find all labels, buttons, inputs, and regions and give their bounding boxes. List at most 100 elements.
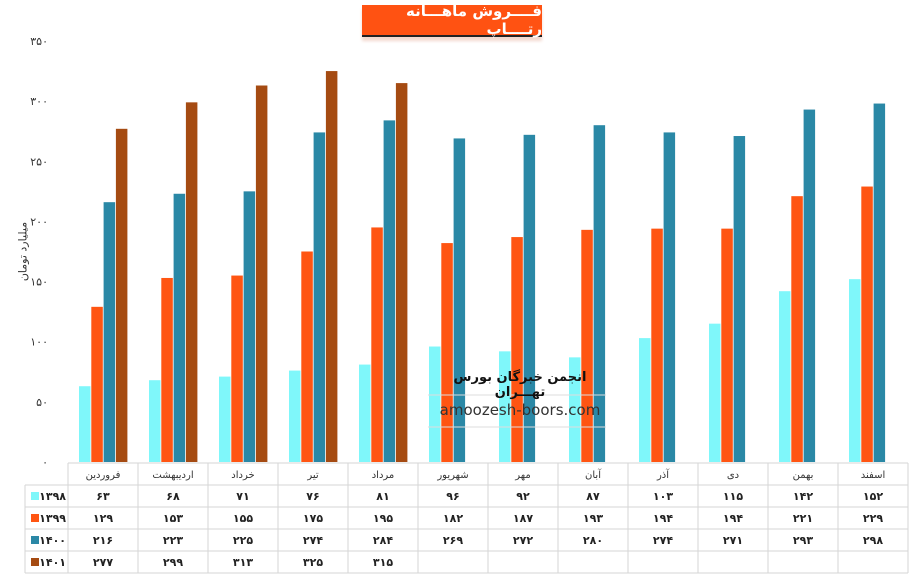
bar-2-8 (663, 132, 676, 462)
watermark-site: amoozesh-boors.com (439, 401, 601, 419)
bar-3-1 (185, 102, 198, 463)
bar-0-4 (359, 364, 371, 462)
data-label: ۲۷۴ (653, 534, 673, 547)
bar-3-4 (395, 83, 408, 462)
bar-1-8 (651, 228, 663, 462)
data-label: ۲۶۹ (443, 534, 463, 547)
data-label: ۱۴۲ (793, 490, 813, 503)
bar-2-9 (733, 136, 746, 463)
bar-3-0 (115, 128, 128, 462)
data-label: ۱۹۵ (373, 512, 393, 525)
data-label: ۲۲۵ (233, 534, 253, 547)
y-tick-label: ۳۰۰ (30, 95, 48, 108)
data-label: ۱۹۴ (653, 512, 673, 525)
data-label: ۲۷۲ (513, 534, 533, 547)
bar-1-9 (721, 228, 733, 462)
data-label: ۱۵۳ (163, 512, 183, 525)
bar-0-10 (779, 291, 791, 462)
data-label: ۱۸۷ (513, 512, 533, 525)
data-label: ۹۶ (446, 490, 459, 503)
bar-1-3 (301, 251, 313, 462)
data-label: ۱۷۵ (303, 512, 323, 525)
data-label: ۷۶ (306, 490, 319, 503)
bar-0-0 (79, 386, 91, 462)
y-tick-label: ۰ (42, 456, 48, 469)
bar-0-2 (219, 376, 231, 462)
y-tick-label: ۲۵۰ (30, 155, 48, 168)
bar-2-1 (173, 193, 186, 462)
category-label: مهر (514, 470, 530, 481)
bar-1-0 (91, 306, 103, 462)
category-label: فروردین (86, 470, 121, 481)
chart-title: فــــروش ماهـــانه رتــــاپ (362, 2, 542, 38)
data-label: ۱۰۳ (653, 490, 673, 503)
y-tick-label: ۳۵۰ (30, 35, 48, 48)
data-label: ۲۹۸ (863, 534, 883, 547)
category-label: مرداد (372, 470, 395, 481)
legend-label: ۱۴۰۰ (39, 534, 66, 547)
data-label: ۱۹۴ (723, 512, 743, 525)
data-label: ۲۸۰ (583, 534, 603, 547)
legend-swatch-2 (31, 536, 39, 544)
bar-3-3 (325, 71, 338, 463)
data-label: ۲۱۶ (93, 534, 113, 547)
bar-1-1 (161, 277, 173, 462)
bar-1-7 (581, 229, 593, 462)
data-label: ۶۸ (166, 490, 180, 503)
data-label: ۲۲۱ (793, 512, 813, 525)
legend-swatch-1 (31, 514, 39, 522)
category-label: بهمن (793, 470, 814, 481)
bar-1-4 (371, 227, 383, 462)
data-label: ۹۲ (516, 490, 530, 503)
bar-0-3 (289, 370, 301, 462)
bar-2-0 (103, 202, 116, 462)
data-label: ۲۷۴ (303, 534, 323, 547)
bar-2-11 (873, 103, 886, 462)
category-label: دی (727, 470, 739, 481)
y-tick-label: ۱۵۰ (30, 276, 48, 289)
data-label: ۱۱۵ (723, 490, 743, 503)
data-label: ۳۲۵ (303, 556, 323, 569)
category-label: آذر (656, 468, 670, 481)
data-label: ۶۳ (96, 490, 110, 503)
bar-1-5 (441, 243, 453, 462)
bar-0-11 (849, 279, 861, 462)
watermark-text: انجمن خبرگان بورس تهـــران (453, 370, 587, 400)
y-tick-label: ۵۰ (36, 396, 48, 409)
legend-label: ۱۴۰۱ (39, 556, 66, 569)
data-label: ۱۲۹ (93, 512, 113, 525)
bar-2-4 (383, 120, 396, 462)
data-label: ۸۱ (376, 490, 389, 503)
bar-0-5 (429, 346, 441, 462)
legend-label: ۱۳۹۸ (39, 490, 66, 503)
bar-2-3 (313, 132, 326, 462)
data-label: ۱۹۳ (583, 512, 603, 525)
legend-swatch-0 (31, 492, 39, 500)
bar-0-6 (499, 351, 511, 462)
data-label: ۳۱۵ (373, 556, 393, 569)
category-label: آبان (585, 468, 602, 481)
data-label: ۱۵۲ (863, 490, 883, 503)
data-label: ۱۸۲ (443, 512, 463, 525)
bar-2-7 (593, 125, 606, 462)
bar-3-2 (255, 85, 268, 463)
data-label: ۲۷۷ (93, 556, 113, 569)
bar-0-8 (639, 338, 651, 462)
data-label: ۷۱ (236, 490, 249, 503)
data-label: ۲۲۹ (863, 512, 883, 525)
bar-1-11 (861, 186, 873, 462)
y-tick-label: ۱۰۰ (30, 336, 48, 349)
category-label: اسفند (861, 470, 885, 481)
data-label: ۲۸۴ (373, 534, 393, 547)
legend-swatch-3 (31, 558, 39, 566)
data-label: ۸۷ (586, 490, 600, 503)
bar-2-5 (453, 138, 466, 462)
bar-2-10 (803, 109, 816, 462)
data-label: ۱۵۵ (233, 512, 253, 525)
bar-1-10 (791, 196, 803, 462)
bar-1-2 (231, 275, 243, 462)
data-label: ۲۲۳ (163, 534, 183, 547)
y-tick-label: ۲۰۰ (30, 215, 48, 228)
